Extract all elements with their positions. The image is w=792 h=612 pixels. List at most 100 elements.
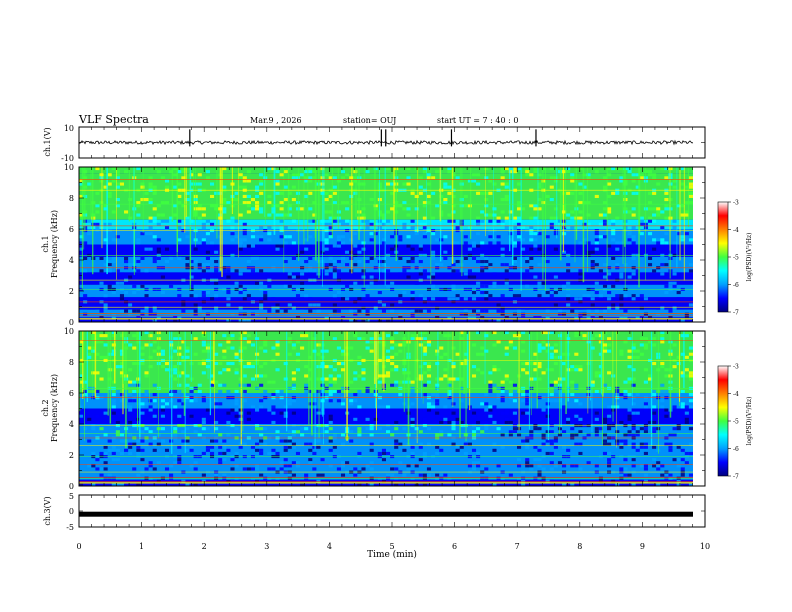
spectrogram-cell xyxy=(574,442,579,446)
spectrogram-cell xyxy=(484,427,489,431)
spectrogram-cell xyxy=(688,331,693,335)
spectrogram-cell xyxy=(656,241,661,245)
spectrogram-cell xyxy=(504,346,509,350)
spectrogram-cell xyxy=(635,355,640,359)
spectrogram-cell xyxy=(381,260,386,264)
spectrogram-cell xyxy=(615,408,620,412)
spectrogram-cell xyxy=(312,349,317,353)
spectrogram-cell xyxy=(647,374,653,378)
spectrogram-cell xyxy=(169,244,174,248)
spectrogram-cell xyxy=(308,191,313,195)
spectrogram-cell xyxy=(459,337,464,341)
spectrogram-cell xyxy=(643,380,648,384)
spectrogram-cell xyxy=(201,334,206,338)
spectrogram-cell xyxy=(369,337,374,341)
spectrogram-cell xyxy=(500,433,505,437)
spectrogram-cell xyxy=(643,176,648,180)
spectrogram-cell xyxy=(193,294,198,298)
spectrogram-cell xyxy=(570,393,575,397)
spectrogram-cell xyxy=(218,371,223,375)
spectrogram-cell xyxy=(103,334,108,338)
spectrogram-cell xyxy=(218,445,223,449)
spectrogram-cell xyxy=(394,365,399,369)
spectrogram-cell xyxy=(553,389,558,393)
spectrogram-cell xyxy=(496,309,501,313)
spectrogram-cell xyxy=(381,482,386,486)
spectrogram-cell xyxy=(324,349,329,353)
spectrogram-cell xyxy=(353,232,358,236)
spectrogram-cell xyxy=(418,430,423,434)
spectrogram-cell xyxy=(631,433,636,437)
spectrogram-cell xyxy=(386,374,391,378)
spectrogram-cell xyxy=(643,207,648,211)
spectrogram-cell xyxy=(295,464,301,468)
spectrogram-cell xyxy=(545,331,550,335)
spectrogram-cell xyxy=(684,334,689,338)
spectrogram-cell xyxy=(328,194,333,198)
spectrogram-cell xyxy=(660,238,665,242)
spectrogram-cell xyxy=(185,250,190,254)
spectrogram-cell xyxy=(647,377,653,381)
spectrogram-cell xyxy=(602,244,608,248)
spectrogram-cell xyxy=(521,439,526,443)
ch1-freq-label: Frequency (kHz) xyxy=(50,210,59,278)
spectrogram-cell xyxy=(451,210,456,214)
spectrogram-cell xyxy=(598,235,603,239)
spectrogram-cell xyxy=(205,232,210,236)
spectrogram-cell xyxy=(533,368,538,372)
spectrogram-cell xyxy=(590,297,595,301)
spectrogram-cell xyxy=(361,269,366,273)
spectrogram-cell xyxy=(594,263,599,267)
spectrogram-cell xyxy=(656,482,661,486)
spectrogram-cell xyxy=(332,389,337,393)
spectrogram-cell xyxy=(357,260,362,264)
spectrogram-cell xyxy=(549,222,554,226)
spectrogram-cell xyxy=(336,238,341,242)
spectrogram-cell xyxy=(226,433,231,437)
spectrogram-cell xyxy=(234,355,239,359)
spectrogram-cell xyxy=(533,232,538,236)
spectrogram-cell xyxy=(369,281,374,285)
spectrogram-cell xyxy=(492,442,497,446)
spectrogram-cell xyxy=(533,275,538,279)
spectrogram-cell xyxy=(402,291,407,295)
spectrogram-cell xyxy=(390,309,395,313)
spectrogram-cell xyxy=(643,402,648,406)
spectrogram-cell xyxy=(300,427,305,431)
spectrogram-cell xyxy=(627,355,632,359)
spectrogram-cell xyxy=(660,334,665,338)
spectrogram-cell xyxy=(525,464,530,468)
spectrogram-cell xyxy=(312,219,317,223)
spectrogram-cell xyxy=(496,219,501,223)
spectrogram-cell xyxy=(128,442,133,446)
spectrogram-cell xyxy=(664,263,669,267)
spectrogram-cell xyxy=(516,235,522,239)
spectrogram-cell xyxy=(615,439,620,443)
spectrogram-cell xyxy=(512,244,517,248)
spectrogram-cell xyxy=(639,315,644,319)
spectrogram-cell xyxy=(643,343,648,347)
spectrogram-cell xyxy=(594,371,599,375)
spectrogram-cell xyxy=(365,417,370,421)
spectrogram-cell xyxy=(422,201,427,205)
spectrogram-cell xyxy=(607,275,612,279)
spectrogram-cell xyxy=(275,346,280,350)
spectrogram-cell xyxy=(422,337,427,341)
spectrogram-cell xyxy=(492,272,497,276)
spectrogram-cell xyxy=(320,427,325,431)
spectrogram-cell xyxy=(635,411,640,415)
spectrogram-cell xyxy=(484,176,489,180)
spectrogram-cell xyxy=(328,256,333,260)
spectrogram-cell xyxy=(500,182,505,186)
spectrogram-cell xyxy=(602,222,608,226)
spectrogram-cell xyxy=(386,451,391,455)
spectrogram-cell xyxy=(197,306,202,310)
spectrogram-cell xyxy=(83,427,88,431)
spectrogram-cell xyxy=(508,232,513,236)
spectrogram-cell xyxy=(398,244,403,248)
spectrogram-cell xyxy=(656,210,661,214)
spectrogram-cell xyxy=(95,458,100,462)
spectrogram-cell xyxy=(435,433,440,437)
spectrogram-cell xyxy=(672,275,677,279)
spectrogram-cell xyxy=(602,417,608,421)
